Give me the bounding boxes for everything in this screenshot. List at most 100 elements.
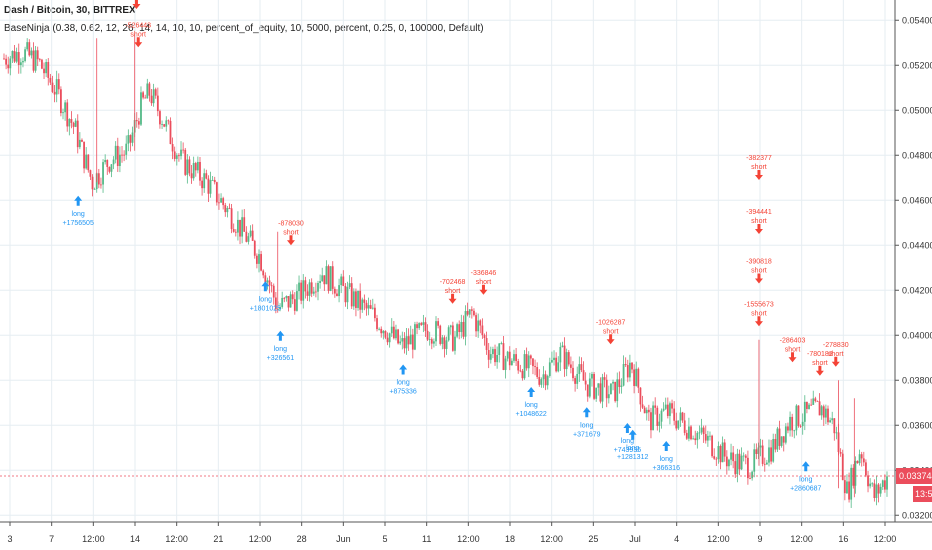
long-arrow-icon: [628, 429, 637, 440]
signal-pnl: +366316: [653, 465, 681, 472]
candle-body: [768, 447, 770, 463]
candle-body: [688, 426, 690, 439]
candle-body: [536, 367, 539, 378]
candle-body: [399, 341, 402, 344]
candle-body: [53, 91, 56, 95]
candle-body: [759, 445, 762, 448]
signal-label: long: [259, 296, 272, 303]
candle-body: [487, 349, 490, 360]
candle-body: [312, 291, 315, 294]
candle-body: [116, 145, 119, 167]
candle-body: [740, 455, 743, 470]
candle-body: [388, 333, 391, 343]
candle-body: [599, 383, 602, 402]
candle-body: [123, 154, 126, 156]
candle-body: [255, 255, 258, 264]
candle-body: [869, 483, 872, 487]
short-arrow-icon: [788, 352, 797, 363]
candle-body: [245, 231, 248, 242]
candle-body: [603, 377, 606, 380]
candle-body: [702, 427, 705, 435]
short-arrow-icon: [754, 224, 763, 234]
short-arrow-icon: [754, 316, 763, 327]
signal-pnl: -526443: [125, 22, 151, 29]
candle-body: [873, 483, 876, 498]
signal-label: short: [445, 288, 461, 295]
candle-body: [822, 406, 825, 418]
short-arrow-icon: [479, 284, 488, 295]
candle-body: [614, 381, 617, 402]
candle-body: [100, 184, 102, 186]
candle-body: [721, 442, 724, 463]
candle-body: [186, 159, 189, 175]
candle-body: [106, 160, 109, 167]
candle-body: [586, 384, 589, 397]
candle-body: [468, 309, 471, 315]
candle-body: [734, 461, 737, 475]
candle-body: [725, 456, 728, 467]
signal-label: short: [751, 310, 767, 317]
candle-body: [152, 89, 155, 104]
short-arrow-icon: [754, 273, 763, 284]
candle-body: [340, 276, 343, 286]
signal-pnl: +1756505: [63, 220, 94, 227]
short-arrow-icon: [831, 356, 840, 367]
x-tick-label: 11: [422, 534, 431, 544]
candle-body: [78, 139, 81, 148]
candle-body: [258, 254, 260, 264]
candle-body: [142, 92, 144, 98]
candle-body: [803, 401, 806, 422]
candle-body: [304, 280, 307, 292]
candle-body: [793, 430, 796, 432]
time-axis[interactable]: 3 7 12:00 14 12:00 21 12:00 28 Jun 5 11 12:00 18 12:0…: [0, 521, 932, 544]
candle-body: [224, 205, 227, 213]
signal-pnl: -286403: [780, 337, 806, 344]
candle-body: [696, 432, 699, 441]
candle-body: [787, 426, 789, 431]
strategy-label[interactable]: BaseNinja (0.38, 0.62, 12, 26, 14, 14, 1…: [4, 23, 484, 34]
candle-body: [662, 408, 665, 411]
candle-body: [742, 455, 745, 457]
candle-body: [196, 161, 199, 171]
candle-body: [150, 95, 153, 104]
candle-body: [639, 387, 642, 405]
candle-body: [363, 299, 366, 303]
candle-body: [213, 179, 216, 183]
signal-pnl: +1801025: [250, 305, 281, 312]
y-tick-label: 0.03200000: [902, 510, 932, 520]
candle-body: [395, 329, 397, 339]
candle-body: [848, 481, 850, 500]
candle-body: [251, 230, 254, 241]
candle-body: [690, 426, 692, 440]
candle-body: [622, 364, 625, 386]
candle-body: [500, 343, 503, 344]
candle-body: [833, 418, 836, 434]
candle-body: [237, 219, 239, 233]
candle-body: [818, 401, 821, 416]
short-arrow-icon: [606, 334, 615, 345]
long-arrow-icon: [399, 364, 408, 375]
candle-body: [308, 282, 311, 296]
candle-body: [555, 357, 558, 372]
candle-body: [576, 373, 579, 384]
candle-body: [643, 407, 646, 414]
candle-body: [264, 275, 267, 283]
candle-body: [365, 302, 368, 309]
y-tick-label: 0.05400000: [902, 15, 932, 25]
candle-body: [405, 336, 408, 349]
signal-pnl: -702468: [440, 279, 466, 286]
countdown-tag: [913, 486, 932, 503]
candle-body: [249, 230, 252, 237]
signal-pnl: -394441: [746, 209, 772, 216]
candle-body: [291, 294, 294, 300]
short-arrow-icon: [815, 365, 824, 376]
price-axis[interactable]: 0.05400000 0.05200000 0.05000000 0.04800000…: [0, 0, 932, 522]
short-arrow-icon: [754, 170, 763, 180]
candle-body: [28, 42, 31, 56]
candle-body: [529, 355, 532, 359]
candle-body: [460, 321, 463, 333]
candle-body: [17, 52, 20, 66]
x-tick-label: 12:00: [82, 534, 105, 544]
candle-body: [355, 291, 357, 308]
